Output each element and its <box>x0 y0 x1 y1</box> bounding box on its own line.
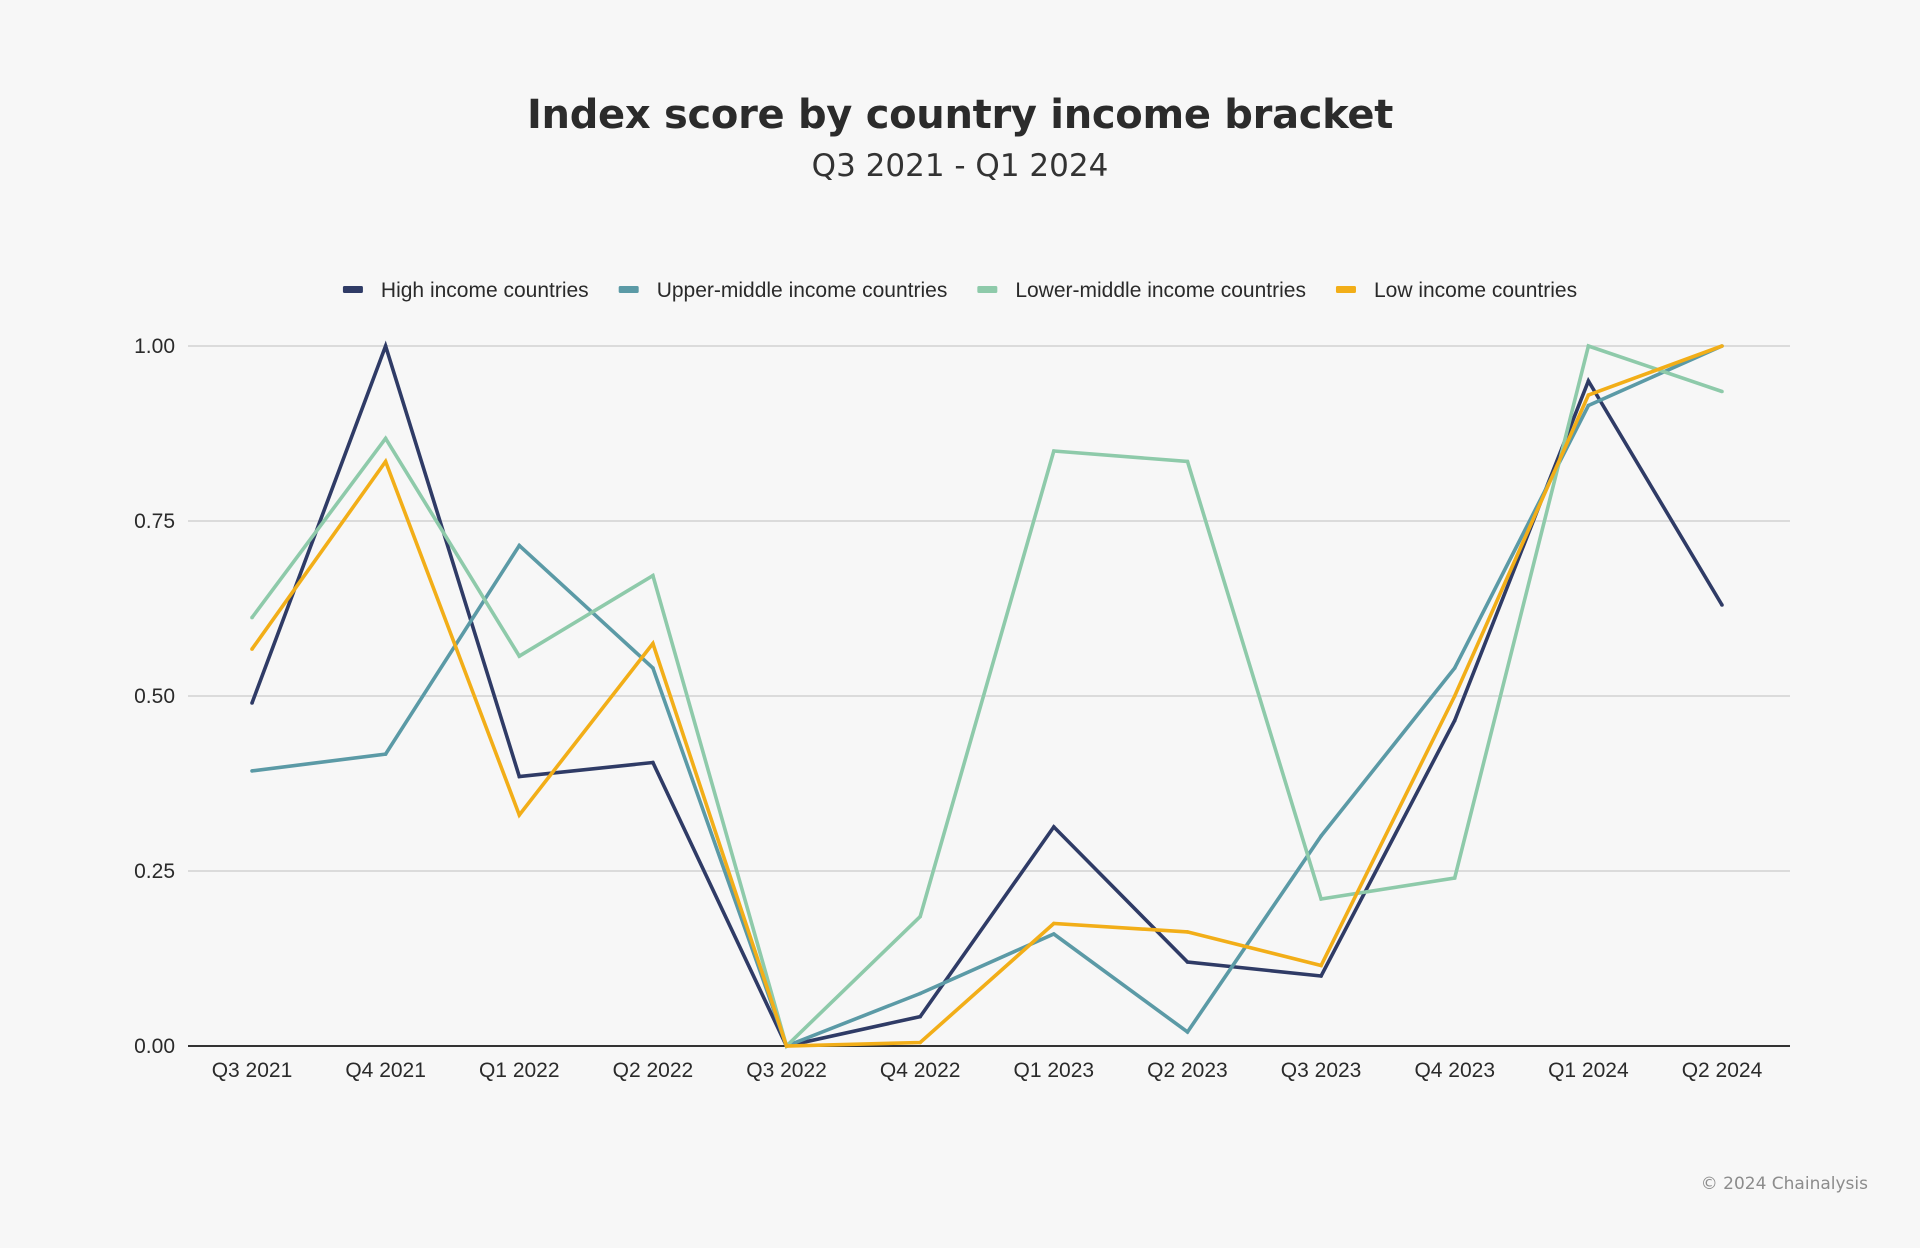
legend-label: High income countries <box>381 279 589 302</box>
data-point <box>1185 930 1190 934</box>
data-point <box>1586 403 1591 408</box>
data-point <box>651 666 655 670</box>
data-point <box>1586 393 1591 397</box>
x-tick-label: Q1 2024 <box>1548 1059 1629 1082</box>
legend-swatch <box>1335 286 1356 293</box>
data-point <box>1185 1030 1190 1034</box>
data-point <box>517 543 522 548</box>
legend-swatch <box>977 286 998 293</box>
data-point <box>517 813 522 817</box>
data-point <box>918 1040 922 1045</box>
data-point <box>383 344 388 348</box>
data-point <box>1052 932 1056 936</box>
data-point <box>383 752 388 756</box>
series-1 <box>250 340 1724 1049</box>
data-point <box>1185 459 1190 464</box>
data-point <box>250 769 254 773</box>
legend-item: Upper-middle income countries <box>618 279 948 302</box>
copyright-text: © 2024 Chainalysis <box>1700 1174 1868 1194</box>
data-point <box>1452 876 1457 880</box>
legend-label: Upper-middle income countries <box>657 279 948 302</box>
x-tick-label: Q3 2021 <box>212 1059 293 1082</box>
data-point <box>1452 694 1457 698</box>
axes: 0.00 0.25 0.50 0.75 1.00 Q3 2021 Q4 2021 Q1 202… <box>134 335 1790 1082</box>
data-point <box>1720 344 1724 348</box>
data-point <box>1452 718 1457 723</box>
x-tick-label: Q1 2023 <box>1014 1059 1095 1082</box>
x-tick-label: Q1 2022 <box>479 1059 560 1082</box>
data-point <box>651 573 655 578</box>
data-point <box>250 647 254 651</box>
legend-swatch <box>342 286 363 293</box>
y-tick-label: 0.50 <box>134 685 175 708</box>
data-point <box>1319 897 1323 901</box>
data-point <box>517 654 522 658</box>
legend-label: Lower-middle income countries <box>1015 279 1306 302</box>
data-point <box>918 914 922 919</box>
chart-title: Index score by country income bracket <box>526 92 1394 138</box>
data-point <box>1319 834 1323 838</box>
data-point <box>250 615 254 620</box>
gridlines <box>188 345 1790 872</box>
data-point <box>1319 963 1323 968</box>
data-point <box>918 991 922 996</box>
x-tick-label: Q4 2023 <box>1414 1059 1495 1082</box>
data-point <box>1586 379 1591 383</box>
data-point <box>1052 825 1056 829</box>
data-point <box>1586 344 1591 348</box>
chart-subtitle: Q3 2021 - Q1 2024 <box>811 148 1109 184</box>
data-point <box>1452 666 1457 670</box>
series-line <box>251 344 1723 1049</box>
data-point <box>918 1014 922 1019</box>
y-tick-label: 0.00 <box>134 1035 175 1058</box>
data-point <box>784 1044 789 1048</box>
x-tick-label: Q2 2022 <box>613 1059 694 1082</box>
x-tick-label: Q2 2024 <box>1682 1059 1763 1082</box>
x-tick-label: Q4 2022 <box>880 1059 961 1082</box>
data-point <box>1052 449 1056 453</box>
data-point <box>1720 389 1724 394</box>
data-point <box>1319 974 1323 978</box>
data-point <box>250 701 254 705</box>
data-point <box>1052 921 1056 926</box>
data-point <box>651 641 655 646</box>
x-tick-label: Q2 2023 <box>1147 1059 1228 1082</box>
data-point <box>1720 603 1724 607</box>
series-4 <box>250 344 1724 1048</box>
legend: High income countries Upper-middle income… <box>342 279 1577 302</box>
legend-swatch <box>618 286 639 293</box>
series-line <box>250 344 1723 1048</box>
data-point <box>1185 960 1190 964</box>
legend-item: Lower-middle income countries <box>977 279 1306 302</box>
y-tick-label: 0.75 <box>134 510 175 533</box>
x-tick-label: Q4 2021 <box>345 1059 426 1082</box>
series-line <box>250 340 1724 1049</box>
legend-label: Low income countries <box>1374 279 1577 302</box>
data-point <box>383 436 388 441</box>
legend-item: Low income countries <box>1335 279 1577 302</box>
x-tick-label: Q3 2023 <box>1281 1059 1362 1082</box>
y-tick-label: 1.00 <box>134 335 175 358</box>
legend-item: High income countries <box>342 279 589 302</box>
series-lines <box>250 340 1724 1050</box>
data-point <box>651 760 655 765</box>
series-line <box>250 343 1723 1050</box>
data-point <box>517 774 522 779</box>
data-point <box>383 459 388 464</box>
y-tick-label: 0.25 <box>134 860 175 883</box>
x-tick-label: Q3 2022 <box>746 1059 827 1082</box>
